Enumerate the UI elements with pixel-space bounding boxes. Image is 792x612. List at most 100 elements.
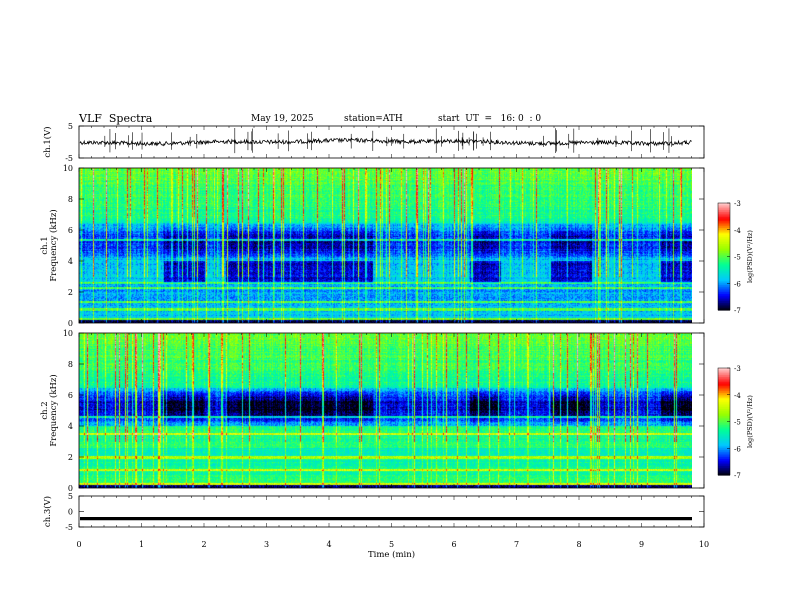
- ch2-colorbar-color-step: [718, 425, 730, 428]
- ch2-colorbar-color-step: [718, 391, 730, 394]
- ch2-colorbar-color-step: [718, 442, 730, 446]
- ch2-colorbar-color-step: [718, 410, 730, 414]
- ch1-colorbar-color-step: [718, 236, 730, 240]
- ch1-colorbar-color-step: [718, 210, 730, 213]
- ch1-colorbar-color-step: [718, 227, 730, 231]
- x-tick-label: 4: [326, 540, 331, 549]
- ch2-colorbar-color-step: [718, 453, 730, 456]
- ch2-colorbar-color-step: [718, 473, 730, 476]
- ch2-spectrogram-y-label: Frequency (kHz): [48, 374, 59, 446]
- ch2-colorbar-tick-label: -7: [734, 472, 741, 480]
- ch2-colorbar-color-step: [718, 450, 730, 453]
- ch2-colorbar-color-step: [718, 373, 730, 376]
- ch2-colorbar-color-step: [718, 384, 730, 387]
- ch1-colorbar-color-step: [718, 206, 730, 209]
- ch1-colorbar-color-step: [718, 256, 730, 259]
- ch1-spectrogram-channel-label: ch.1: [40, 236, 50, 254]
- x-tick-label: 5: [389, 540, 394, 549]
- ch2-colorbar-color-step: [718, 396, 730, 399]
- ch1-colorbar-color-step: [718, 306, 730, 309]
- ch1-colorbar-label: log(PSD)(V²/Hz): [746, 230, 754, 283]
- ch1-colorbar-color-step: [718, 274, 730, 277]
- ch2-spectrogram-y-tick-label: 6: [68, 391, 73, 400]
- ch1-colorbar-color-step: [718, 302, 730, 306]
- ch1-colorbar-color-step: [718, 249, 730, 252]
- ch1-colorbar-color-step: [718, 235, 730, 238]
- ch2-colorbar-tick-label: -6: [734, 445, 741, 453]
- ch1-colorbar-color-step: [718, 279, 730, 283]
- ch2-colorbar-color-step: [718, 446, 730, 449]
- ch2-colorbar-color-step: [718, 403, 730, 407]
- ch1-colorbar-tick-label: -3: [734, 200, 741, 208]
- ch2-colorbar-color-step: [718, 382, 730, 385]
- x-tick-label: 9: [639, 540, 644, 549]
- ch1-colorbar-tick-label: -6: [734, 280, 741, 288]
- ch1-waveform-y-label: ch.1(V): [42, 126, 53, 157]
- ch1-colorbar-color-step: [718, 295, 730, 299]
- ch2-colorbar-color-step: [718, 419, 730, 423]
- ch1-colorbar-color-step: [718, 272, 730, 275]
- ch2-colorbar-color-step: [718, 441, 730, 444]
- start-time-label: start UT = 16: 0 : 0: [438, 114, 542, 124]
- ch2-colorbar-color-step: [718, 460, 730, 464]
- ch3-waveform-y-tick-label: 0: [68, 508, 73, 517]
- ch2-colorbar-tick-label: -3: [734, 365, 741, 373]
- ch1-colorbar-tick-label: -7: [734, 307, 741, 315]
- ch1-colorbar-color-step: [718, 285, 730, 288]
- ch2-colorbar-color-step: [718, 471, 730, 474]
- ch2-colorbar-label: log(PSD)(V²/Hz): [746, 395, 754, 448]
- ch2-colorbar-color-step: [718, 416, 730, 419]
- ch1-colorbar-color-step: [718, 288, 730, 291]
- ch1-colorbar-color-step: [718, 242, 730, 245]
- ch1-waveform-panel: 5 -5 ch.1(V): [42, 122, 705, 163]
- ch2-spectrogram-y-tick-label: 8: [68, 360, 73, 369]
- ch2-colorbar-color-step: [718, 428, 730, 432]
- ch1-colorbar-color-step: [718, 245, 730, 249]
- ch2-colorbar-color-step: [718, 375, 730, 378]
- ch1-colorbar-color-step: [718, 233, 730, 236]
- ch2-colorbar-color-step: [718, 426, 730, 430]
- ch1-colorbar-color-step: [718, 251, 730, 254]
- ch2-colorbar-color-step: [718, 407, 730, 410]
- ch2-colorbar-color-step: [718, 466, 730, 469]
- ch2-spectrogram-y-tick-label: 2: [68, 453, 73, 462]
- ch1-colorbar-color-step: [718, 268, 730, 272]
- ch1-colorbar-color-step: [718, 252, 730, 256]
- ch2-spectrogram-panel: 0 2 4 6 8 10 ch.2 Frequency (kHz): [40, 329, 705, 493]
- ch2-colorbar-color-step: [718, 423, 730, 426]
- ch1-colorbar-color-step: [718, 203, 730, 206]
- ch1-colorbar-color-step: [718, 222, 730, 225]
- figure-title: VLF Spectra: [79, 112, 153, 125]
- x-tick-label: 7: [514, 540, 519, 549]
- ch1-spectrogram-y-tick-label: 2: [68, 288, 73, 297]
- ch2-colorbar-color-step: [718, 414, 730, 417]
- ch1-colorbar-color-step: [718, 286, 730, 290]
- ch2-colorbar-color-step: [718, 430, 730, 433]
- ch1-colorbar-tick-label: -4: [734, 227, 741, 235]
- ch2-colorbar-color-step: [718, 433, 730, 437]
- ch2-colorbar-color-step: [718, 394, 730, 398]
- ch1-waveform-y-tick-label: 5: [68, 122, 73, 131]
- ch2-colorbar-color-step: [718, 401, 730, 405]
- ch2-colorbar-color-step: [718, 392, 730, 396]
- ch2-colorbar-color-step: [718, 385, 730, 389]
- ch1-colorbar-color-step: [718, 293, 730, 297]
- ch2-colorbar-color-step: [718, 444, 730, 448]
- ch1-colorbar-color-step: [718, 283, 730, 286]
- ch2-colorbar-color-step: [718, 376, 730, 380]
- ch2-spectrogram-y-tick-label: 4: [68, 422, 73, 431]
- x-axis-label: Time (min): [368, 549, 415, 560]
- ch1-spectrogram-y-tick-label: 8: [68, 195, 73, 204]
- ch3-waveform-frame: [78, 495, 705, 528]
- ch2-colorbar-color-step: [718, 432, 730, 435]
- ch1-colorbar-color-step: [718, 267, 730, 270]
- ch2-colorbar-color-step: [718, 412, 730, 415]
- ch2-colorbar-color-step: [718, 389, 730, 392]
- ch1-colorbar-color-step: [718, 208, 730, 211]
- ch2-colorbar-color-step: [718, 398, 730, 401]
- ch1-colorbar-color-step: [718, 290, 730, 293]
- ch2-colorbar-color-step: [718, 400, 730, 403]
- ch1-colorbar-color-step: [718, 211, 730, 215]
- x-tick-label: 3: [264, 540, 269, 549]
- ch1-colorbar-color-step: [718, 276, 730, 279]
